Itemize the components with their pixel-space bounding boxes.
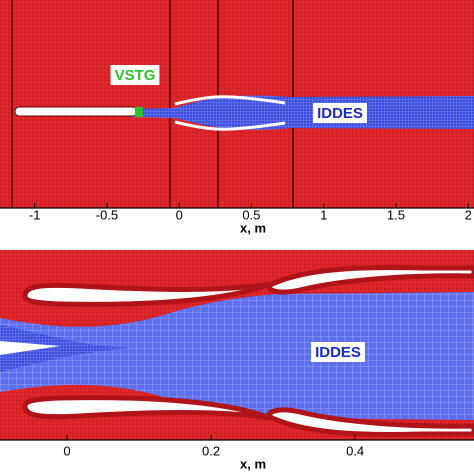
annotation: IDDES <box>317 105 363 122</box>
x-tick-label: -1 <box>29 207 41 222</box>
mesh-bottom <box>0 250 474 441</box>
x-tick-label: 1 <box>320 207 327 222</box>
x-tick-label: 0.2 <box>202 443 220 458</box>
x-tick-label: -0.5 <box>96 207 118 222</box>
annotation-box <box>311 342 365 362</box>
x-tick-label: 2 <box>465 207 472 222</box>
x-axis-label: x, m <box>240 456 266 471</box>
annotation-box <box>110 65 160 85</box>
annotation: IDDES <box>315 344 361 361</box>
mesh-top <box>0 0 474 209</box>
x-tick-label: 0.4 <box>346 443 364 458</box>
x-tick-label: 1.5 <box>387 207 405 222</box>
x-tick-label: 0 <box>176 207 183 222</box>
x-tick-label: 0 <box>63 443 70 458</box>
x-tick-label: 0.5 <box>242 207 260 222</box>
x-axis-label: x, m <box>240 220 266 235</box>
annotation-box <box>313 103 367 123</box>
annotation: VSTG <box>115 67 156 84</box>
